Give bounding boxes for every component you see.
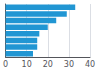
svg-text:20: 20 [43, 60, 53, 69]
svg-text:40: 40 [85, 60, 95, 69]
svg-text:30: 30 [64, 60, 74, 69]
svg-text:0: 0 [3, 60, 8, 69]
svg-text:10: 10 [22, 60, 32, 69]
